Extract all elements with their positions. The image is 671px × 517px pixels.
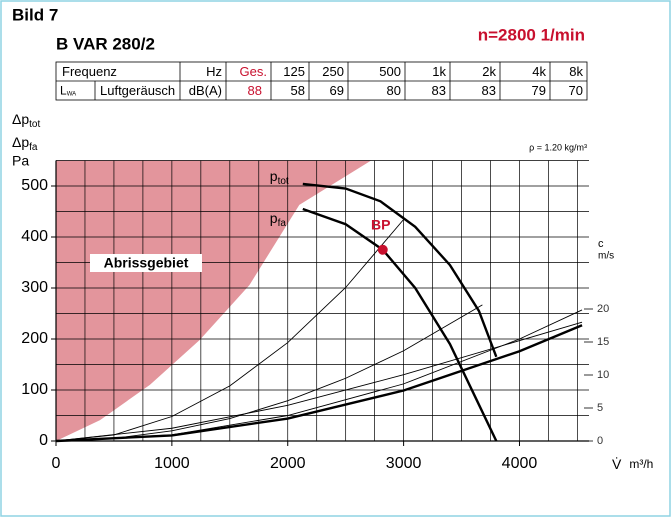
curve-label-sub: fa: [278, 218, 287, 229]
y-tick-label: 400: [21, 228, 48, 245]
curve: [302, 182, 498, 358]
y2-tick-label: 15: [597, 336, 609, 348]
table-cell: 79: [532, 83, 546, 98]
table-cell: 58: [291, 83, 305, 98]
y2-tick-label: 5: [597, 402, 603, 414]
stall-region: [56, 160, 372, 441]
title: Bild 7: [12, 5, 58, 24]
table-cell: Frequenz: [62, 64, 117, 79]
speed: n=2800 1/min: [478, 25, 585, 44]
table-cell: Ges.: [240, 64, 267, 79]
y2-tick-label: 10: [597, 369, 609, 381]
table-cell: 1k: [432, 64, 446, 79]
curve: [55, 321, 583, 442]
y-label: Δpfa: [12, 134, 38, 153]
table-cell: 4k: [532, 64, 546, 79]
y-tick-label: 200: [21, 330, 48, 347]
table-cell: 250: [322, 64, 344, 79]
table-cell: 83: [432, 83, 446, 98]
subtitle: B VAR 280/2: [56, 34, 155, 53]
curve: [302, 207, 498, 442]
y-tick-label: 0: [39, 432, 48, 449]
y-tick-label: 300: [21, 279, 48, 296]
y2-tick-label: 0: [597, 435, 603, 447]
table-cell: 2k: [482, 64, 496, 79]
x-tick-label: 1000: [154, 455, 190, 472]
curve-label: ptot: [270, 168, 289, 187]
curve-label-main: p: [270, 168, 278, 184]
x-tick-label: 3000: [386, 455, 422, 472]
curve-label-main: p: [270, 210, 278, 226]
table-cell: 125: [283, 64, 305, 79]
region-label: Abrissgebiet: [104, 255, 189, 271]
symbol: L: [60, 84, 67, 98]
region-label-bg: [90, 254, 202, 272]
table-cell: 88: [248, 83, 262, 98]
curve-label: pfa: [270, 210, 287, 229]
operating-point-label: BP: [371, 216, 390, 232]
y-tick-label: 500: [21, 177, 48, 194]
symbol-sub: WA: [67, 91, 76, 97]
table-cell: 83: [482, 83, 496, 98]
table-cell: Luftgeräusch: [100, 83, 175, 98]
table-cell: 70: [569, 83, 583, 98]
y-label: Pa: [12, 153, 29, 169]
y2-label: c: [598, 238, 604, 250]
operating-point: [377, 244, 388, 255]
table-cell: Hz: [206, 64, 222, 79]
table-cell: dB(A): [189, 83, 222, 98]
table-cell: 8k: [569, 64, 583, 79]
x-tick-label: 4000: [502, 455, 538, 472]
density-note: ρ = 1.20 kg/m³: [529, 142, 587, 152]
y2-tick-label: 20: [597, 303, 609, 315]
table-cell: 69: [330, 83, 344, 98]
table-cell: 500: [379, 64, 401, 79]
table-cell: LWA: [60, 84, 76, 98]
y-tick-label: 100: [21, 381, 48, 398]
y2-label: m/s: [598, 251, 614, 262]
x-tick-label: 2000: [270, 455, 306, 472]
table-cell: 80: [387, 83, 401, 98]
curve: [55, 324, 583, 443]
y-label: Δptot: [12, 111, 40, 130]
x-tick-label: 0: [52, 455, 61, 472]
curve-label-sub: tot: [278, 176, 289, 187]
x-label: V̇ m³/h: [612, 456, 653, 472]
